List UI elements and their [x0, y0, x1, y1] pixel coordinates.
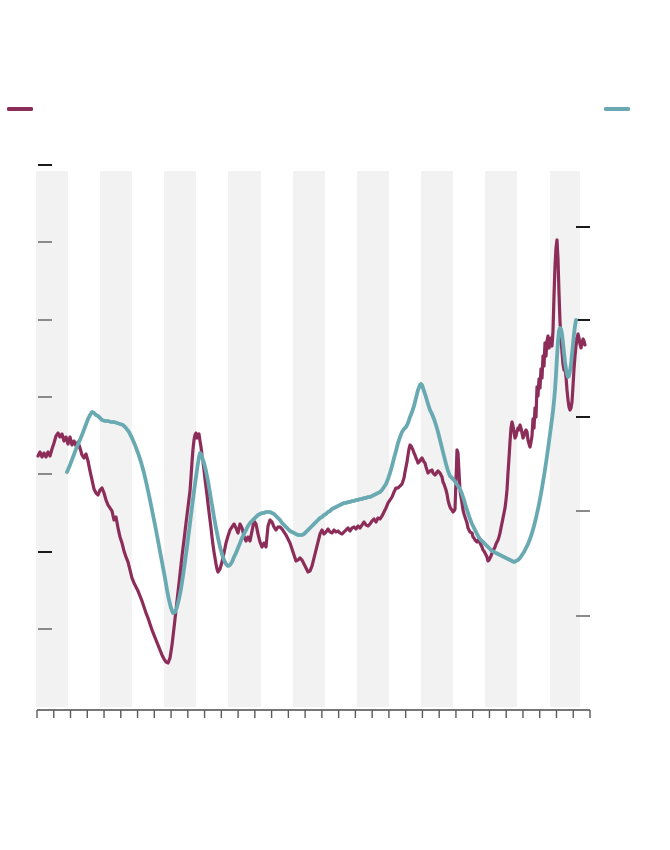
year-band — [100, 171, 132, 707]
left-series-legend-swatch — [7, 107, 33, 111]
year-band — [228, 171, 261, 707]
year-band — [293, 171, 325, 707]
year-band — [421, 171, 453, 707]
year-band — [485, 171, 517, 707]
dark-red-line — [36, 238, 587, 665]
year-band — [164, 171, 196, 707]
right-series-legend-swatch — [604, 107, 630, 111]
teal-line — [65, 318, 578, 615]
year-band — [357, 171, 389, 707]
